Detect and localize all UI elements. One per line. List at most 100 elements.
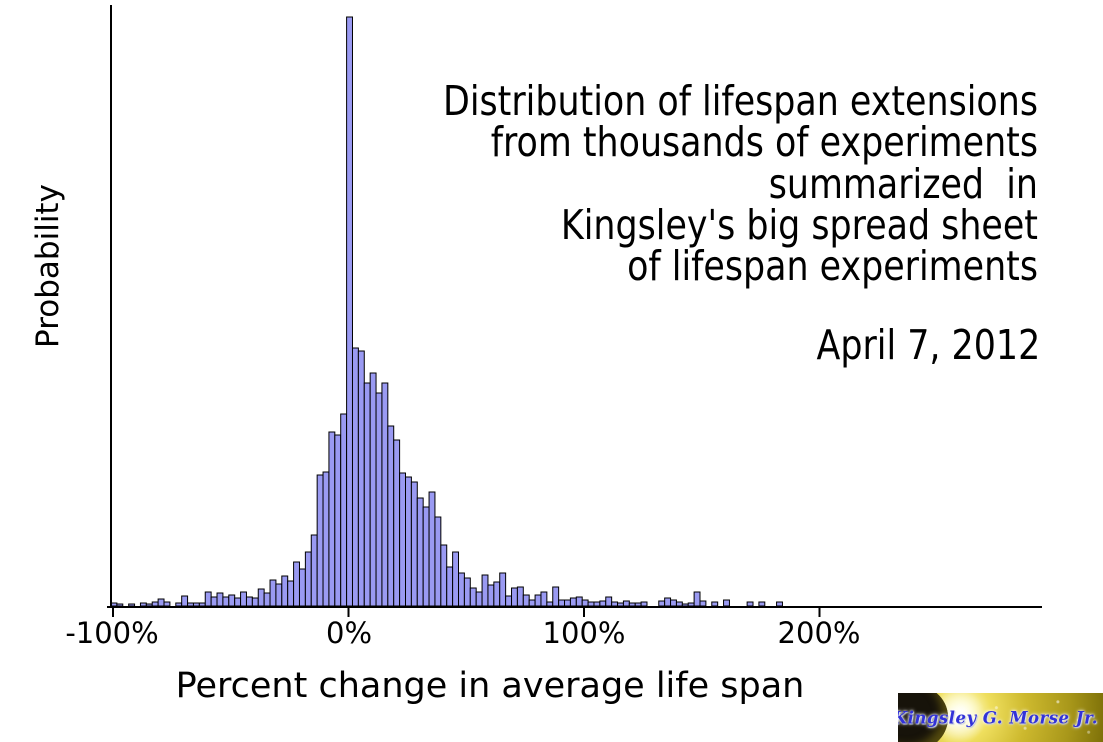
histogram-bar <box>558 599 566 607</box>
histogram-bar <box>617 602 624 607</box>
histogram-bar <box>599 600 607 607</box>
x-tick-label-100: 100% <box>542 616 626 650</box>
histogram-bar <box>198 602 206 607</box>
histogram-bar <box>499 572 507 607</box>
histogram-bar <box>664 597 672 607</box>
histogram-bar <box>628 602 636 607</box>
histogram-bar <box>293 561 300 607</box>
histogram-bar <box>469 587 477 607</box>
histogram-bar <box>511 587 518 607</box>
histogram-bar <box>440 544 448 607</box>
chart-title-line: from thousands of experiments <box>490 118 1039 167</box>
histogram-bar <box>693 591 701 607</box>
histogram-bar <box>187 602 194 607</box>
histogram-bar <box>611 601 619 607</box>
histogram-bar <box>328 431 336 607</box>
histogram-bar <box>275 583 283 607</box>
histogram-bar <box>422 506 430 607</box>
histogram-bar <box>175 602 183 607</box>
histogram-bar <box>546 601 554 607</box>
chart-title-line: Distribution of lifespan extensions <box>443 77 1038 125</box>
histogram-bar <box>216 592 224 607</box>
histogram-bar <box>776 601 783 607</box>
date-annotation: April 7, 2012 <box>816 321 1040 369</box>
histogram-bar <box>640 601 648 607</box>
histogram-bar <box>463 577 471 607</box>
chart-title: Distribution of lifespan extensions from… <box>443 77 1039 291</box>
histogram-bar <box>658 600 666 607</box>
histogram-bar <box>357 350 365 607</box>
histogram-bar <box>234 597 242 607</box>
histogram-bar <box>151 601 159 607</box>
histogram-bar <box>375 392 383 607</box>
x-tick-label-0: 0% <box>325 616 373 650</box>
watermark-signature: Kingsley G. Morse Jr. <box>898 708 1098 727</box>
histogram-bar <box>298 568 306 607</box>
histogram-bar <box>564 599 571 607</box>
histogram-bar <box>251 597 259 607</box>
histogram-bar <box>723 599 730 607</box>
histogram-bar <box>263 592 271 607</box>
x-tick-label-neg100: -100% <box>65 616 159 650</box>
histogram-bar <box>340 413 348 607</box>
histogram-bar <box>116 603 124 607</box>
histogram-bar <box>287 580 295 607</box>
histogram-bar <box>363 382 371 607</box>
histogram-bar <box>222 596 230 607</box>
histogram-bar <box>240 591 247 607</box>
histogram-bar <box>163 601 171 607</box>
histogram-bar <box>434 516 442 607</box>
histogram-bar <box>687 602 695 607</box>
x-axis-label: Percent change in average life span <box>175 666 805 706</box>
histogram-bar <box>381 382 389 607</box>
histogram-bar <box>493 581 501 607</box>
histogram-bar <box>387 425 395 607</box>
y-axis-label: Probability <box>30 184 66 348</box>
histogram-bar <box>534 594 542 607</box>
histogram-bar <box>634 602 642 607</box>
histogram-bar <box>157 598 165 607</box>
histogram-bar <box>410 481 418 607</box>
histogram-bar <box>181 595 189 607</box>
histogram-bar <box>428 491 436 607</box>
histogram-bar <box>458 572 465 607</box>
histogram-bar <box>351 347 359 607</box>
histogram-bar <box>552 586 560 607</box>
histogram-bar <box>128 603 136 607</box>
histogram-bar <box>681 603 689 607</box>
histogram-bar <box>522 594 530 607</box>
histogram-bar <box>575 596 583 607</box>
histogram-bar <box>475 591 483 607</box>
histogram-bar <box>322 471 330 607</box>
histogram-bar <box>670 599 677 607</box>
histogram-bar <box>446 566 454 607</box>
histogram-bar <box>245 596 253 607</box>
histogram-bar <box>481 574 489 607</box>
histogram-bar <box>346 16 353 607</box>
histogram-bar <box>758 601 766 607</box>
histogram-bar <box>540 591 548 607</box>
histogram-bar <box>369 372 377 607</box>
histogram-bar <box>699 600 707 607</box>
histogram-bar <box>505 595 513 607</box>
histogram-bar <box>210 596 218 607</box>
histogram-bar <box>593 601 601 607</box>
histogram-bar <box>452 551 460 607</box>
histogram-bar <box>405 476 412 607</box>
chart-title-line: summarized in <box>768 159 1038 208</box>
histogram-bar <box>334 434 342 607</box>
histogram-bar <box>711 601 719 607</box>
histogram-bar <box>145 603 153 607</box>
histogram-bar <box>528 599 536 607</box>
histogram-bar <box>393 439 401 607</box>
histogram-bar <box>192 602 200 607</box>
chart-title-line: of lifespan experiments <box>627 242 1038 291</box>
histogram-bar <box>204 591 212 607</box>
histogram-bar <box>622 600 630 607</box>
histogram-bar <box>228 594 236 607</box>
histogram-bar <box>675 601 683 607</box>
histogram-bar <box>587 601 595 607</box>
histogram-bar <box>257 588 265 607</box>
